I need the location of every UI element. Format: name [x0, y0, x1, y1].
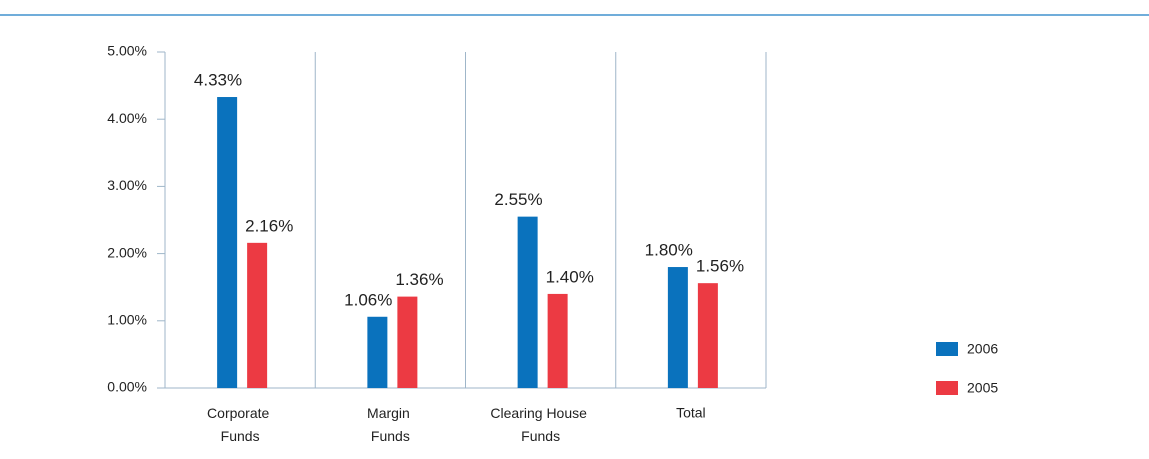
value-label: 4.33%: [194, 71, 242, 90]
x-tick-label: Clearing House Funds: [490, 405, 590, 444]
x-tick-label: Margin Funds: [367, 405, 414, 444]
bar: [547, 293, 568, 388]
value-label: 2.55%: [494, 190, 542, 209]
legend-swatch: [936, 342, 958, 356]
y-tick-label: 2.00%: [107, 244, 147, 260]
bar: [697, 283, 718, 388]
x-tick-line: Margin: [367, 405, 414, 421]
x-tick-line: Clearing House: [490, 405, 590, 421]
value-label: 1.36%: [395, 270, 443, 289]
y-tick-label: 0.00%: [107, 379, 147, 395]
bar: [667, 267, 688, 388]
x-tick-line: Funds: [221, 428, 260, 444]
legend-label: 2006: [967, 341, 998, 357]
x-tick-line: Corporate: [207, 405, 273, 421]
legend-label: 2005: [967, 380, 998, 396]
bar: [517, 216, 538, 388]
y-tick-label: 5.00%: [107, 43, 147, 59]
x-tick-line: Funds: [371, 428, 410, 444]
value-label: 1.40%: [546, 267, 594, 286]
value-label: 1.06%: [344, 290, 392, 309]
y-tick-label: 4.00%: [107, 110, 147, 126]
bar: [367, 316, 388, 388]
value-label: 1.56%: [696, 257, 744, 276]
x-tick-line: Funds: [521, 428, 560, 444]
bar: [247, 242, 268, 388]
value-label: 1.80%: [645, 241, 693, 260]
bar: [217, 97, 238, 389]
x-tick-label: Total: [676, 405, 706, 421]
y-tick-label: 1.00%: [107, 312, 147, 328]
value-label: 2.16%: [245, 216, 293, 235]
legend-swatch: [936, 381, 958, 395]
x-tick-label: Corporate Funds: [207, 405, 273, 444]
y-tick-label: 3.00%: [107, 177, 147, 193]
bar: [397, 296, 418, 388]
